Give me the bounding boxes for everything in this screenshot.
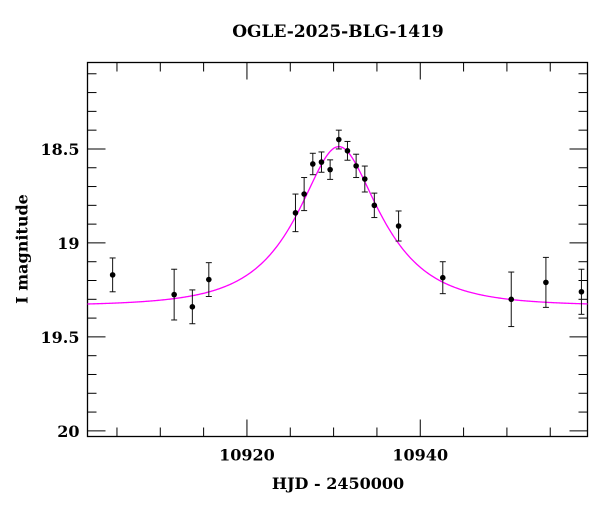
data-point [292,210,299,216]
data-point [301,191,307,197]
plot-frame [86,61,589,438]
data-point [335,136,342,143]
chart-title: OGLE-2025-BLG-1419 [232,22,444,42]
y-tick-label: 19 [57,234,79,253]
x-axis-label: HJD - 2450000 [271,474,405,493]
data-point [361,176,368,182]
data-point [206,276,212,283]
data-point [543,279,549,286]
data-point [578,288,585,295]
data-point [310,161,316,167]
data-point [189,304,196,310]
x-tick-label: 10920 [219,446,275,465]
data-point [171,291,177,298]
y-tick-label: 18.5 [41,140,80,159]
data-point [371,202,378,209]
y-tick-label: 20 [57,422,79,441]
data-point [508,296,515,303]
data-point [109,272,116,278]
x-tick-label: 10940 [392,446,448,465]
model-curve [87,145,588,305]
data-point [353,163,359,169]
data-point [318,159,325,165]
data-point [439,274,446,281]
y-tick-label: 19.5 [41,328,80,347]
data-point [395,223,402,229]
data-point [327,166,333,173]
data-point [344,148,351,154]
